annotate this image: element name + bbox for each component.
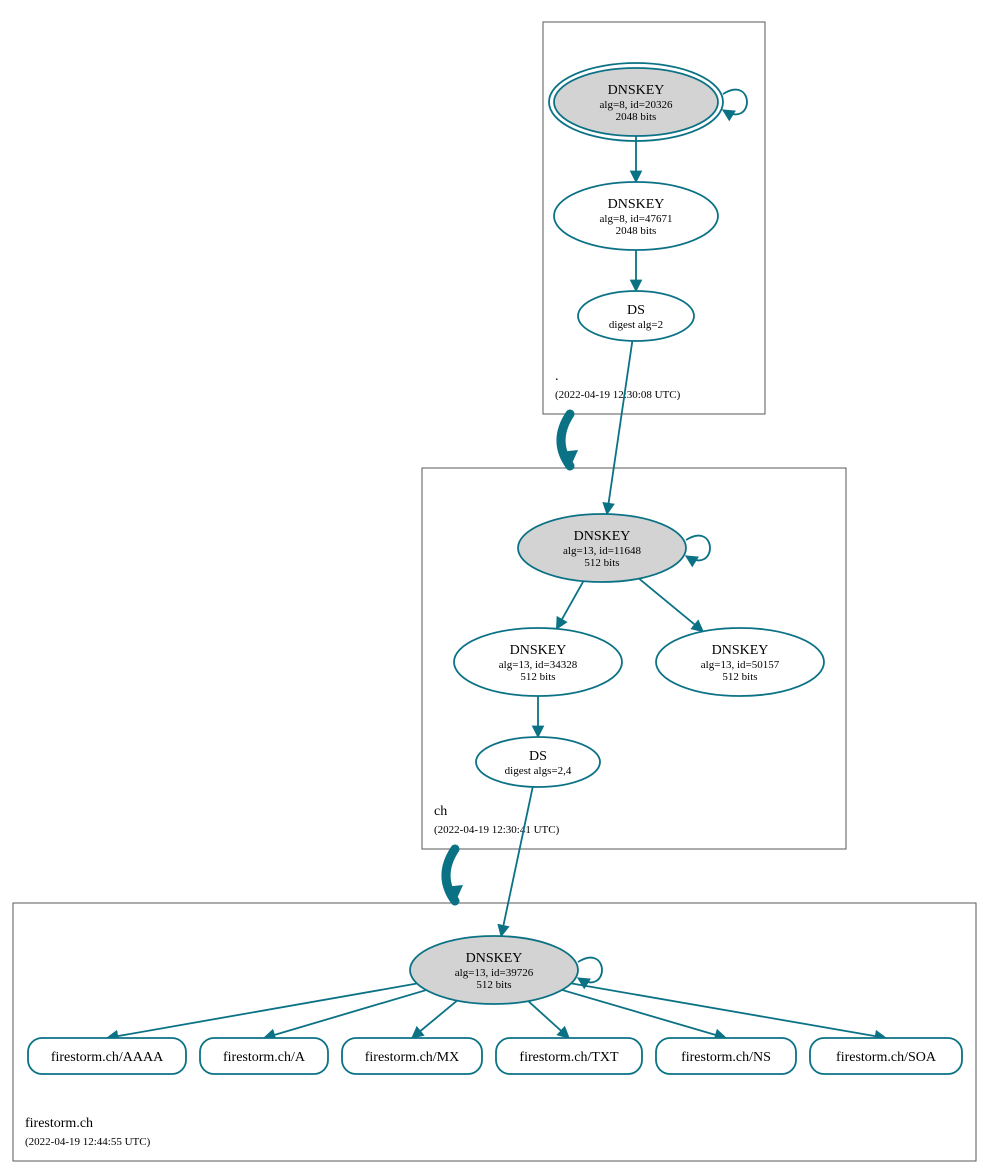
dnssec-diagram: . (2022-04-19 12:30:08 UTC) ch (2022-04-19 … bbox=[0, 0, 989, 1173]
node-sub: alg=13, id=50157 bbox=[701, 659, 780, 671]
node-sub: alg=13, id=34328 bbox=[499, 659, 578, 671]
edge bbox=[557, 581, 584, 629]
node-title: DNSKEY bbox=[712, 643, 769, 658]
edge bbox=[562, 990, 726, 1038]
edge bbox=[264, 990, 426, 1038]
node-sub: alg=8, id=20326 bbox=[600, 99, 673, 111]
record-label: firestorm.ch/MX bbox=[365, 1050, 459, 1065]
zone-timestamp: (2022-04-19 12:30:08 UTC) bbox=[555, 389, 681, 401]
record-label: firestorm.ch/NS bbox=[681, 1050, 771, 1065]
node-sub: 512 bits bbox=[520, 671, 555, 683]
self-loop bbox=[686, 536, 710, 561]
edge bbox=[412, 1001, 457, 1038]
node-sub: 512 bits bbox=[584, 557, 619, 569]
node-title: DNSKEY bbox=[510, 643, 567, 658]
node-sub: alg=13, id=11648 bbox=[563, 545, 641, 557]
node-sub: 2048 bits bbox=[616, 225, 657, 237]
edge bbox=[607, 341, 632, 514]
edge bbox=[528, 1001, 569, 1038]
self-loop bbox=[723, 90, 747, 115]
node-title: DNSKEY bbox=[608, 83, 665, 98]
node-title: DNSKEY bbox=[574, 529, 631, 544]
zone-label: . bbox=[555, 369, 559, 384]
edge bbox=[639, 579, 703, 632]
node-sub: 2048 bits bbox=[616, 111, 657, 123]
edge bbox=[571, 983, 886, 1038]
node-sub: 512 bits bbox=[476, 979, 511, 991]
record-label: firestorm.ch/SOA bbox=[836, 1050, 937, 1065]
edge bbox=[501, 787, 533, 936]
edge bbox=[107, 984, 417, 1038]
node-sub: digest alg=2 bbox=[609, 319, 663, 331]
node-title: DNSKEY bbox=[608, 197, 665, 212]
node-sub: alg=13, id=39726 bbox=[455, 967, 534, 979]
zone-timestamp: (2022-04-19 12:30:41 UTC) bbox=[434, 824, 560, 836]
zone-label: ch bbox=[434, 804, 447, 819]
node-title: DS bbox=[529, 749, 547, 764]
node-sub: alg=8, id=47671 bbox=[600, 213, 673, 225]
node-sub: digest algs=2,4 bbox=[505, 765, 572, 777]
record-label: firestorm.ch/TXT bbox=[519, 1050, 619, 1065]
zone-timestamp: (2022-04-19 12:44:55 UTC) bbox=[25, 1136, 151, 1148]
self-loop bbox=[578, 958, 602, 983]
record-label: firestorm.ch/AAAA bbox=[51, 1050, 164, 1065]
node-title: DS bbox=[627, 303, 645, 318]
node-sub: 512 bits bbox=[722, 671, 757, 683]
zone-label: firestorm.ch bbox=[25, 1116, 93, 1131]
node-title: DNSKEY bbox=[466, 951, 523, 966]
record-label: firestorm.ch/A bbox=[223, 1050, 306, 1065]
